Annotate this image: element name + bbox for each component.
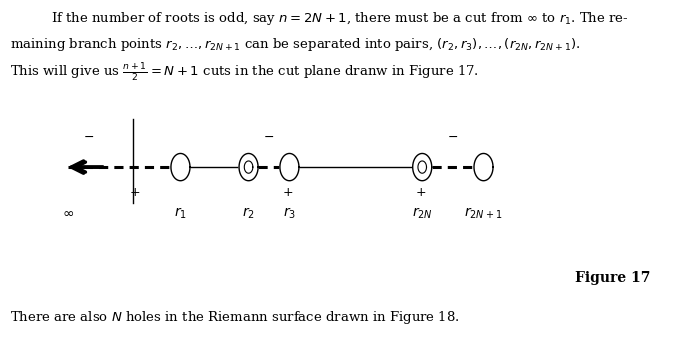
Polygon shape — [280, 153, 299, 181]
Text: Figure 17: Figure 17 — [575, 271, 651, 285]
Polygon shape — [413, 153, 432, 181]
Text: If the number of roots is odd, say $n = 2N+1$, there must be a cut from $\infty$: If the number of roots is odd, say $n = … — [51, 10, 629, 27]
Text: maining branch points $r_2, \ldots, r_{2N+1}$ can be separated into pairs, $(r_2: maining branch points $r_2, \ldots, r_{2… — [10, 36, 581, 53]
Text: $r_1$: $r_1$ — [174, 205, 187, 221]
Text: $-$: $-$ — [264, 130, 274, 143]
Text: $r_3$: $r_3$ — [283, 205, 296, 221]
Text: This will give us $\frac{n+1}{2} = N+1$ cuts in the cut plane dranw in Figure 17: This will give us $\frac{n+1}{2} = N+1$ … — [10, 61, 479, 84]
Text: $r_2$: $r_2$ — [242, 205, 255, 221]
Text: $+$: $+$ — [129, 186, 140, 199]
Polygon shape — [239, 153, 258, 181]
Polygon shape — [171, 153, 190, 181]
Text: $r_{2N}$: $r_{2N}$ — [412, 205, 432, 221]
Text: $+$: $+$ — [282, 186, 293, 199]
Text: $r_{2N+1}$: $r_{2N+1}$ — [464, 205, 503, 221]
Text: There are also $N$ holes in the Riemann surface drawn in Figure 18.: There are also $N$ holes in the Riemann … — [10, 309, 460, 326]
Text: $-$: $-$ — [83, 130, 94, 143]
Text: $-$: $-$ — [447, 130, 458, 143]
Text: $\infty$: $\infty$ — [62, 206, 74, 220]
Polygon shape — [474, 153, 493, 181]
Text: $+$: $+$ — [415, 186, 426, 199]
